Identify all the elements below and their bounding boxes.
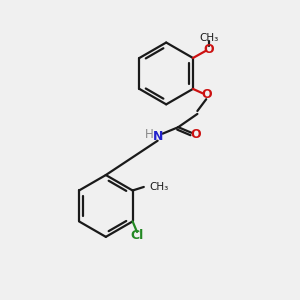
Text: O: O: [190, 128, 201, 141]
Text: H: H: [145, 128, 154, 141]
Text: N: N: [152, 130, 163, 143]
Text: CH₃: CH₃: [149, 182, 168, 192]
Text: CH₃: CH₃: [200, 33, 219, 43]
Text: O: O: [201, 88, 211, 101]
Text: Cl: Cl: [130, 229, 144, 242]
Text: O: O: [204, 43, 214, 56]
